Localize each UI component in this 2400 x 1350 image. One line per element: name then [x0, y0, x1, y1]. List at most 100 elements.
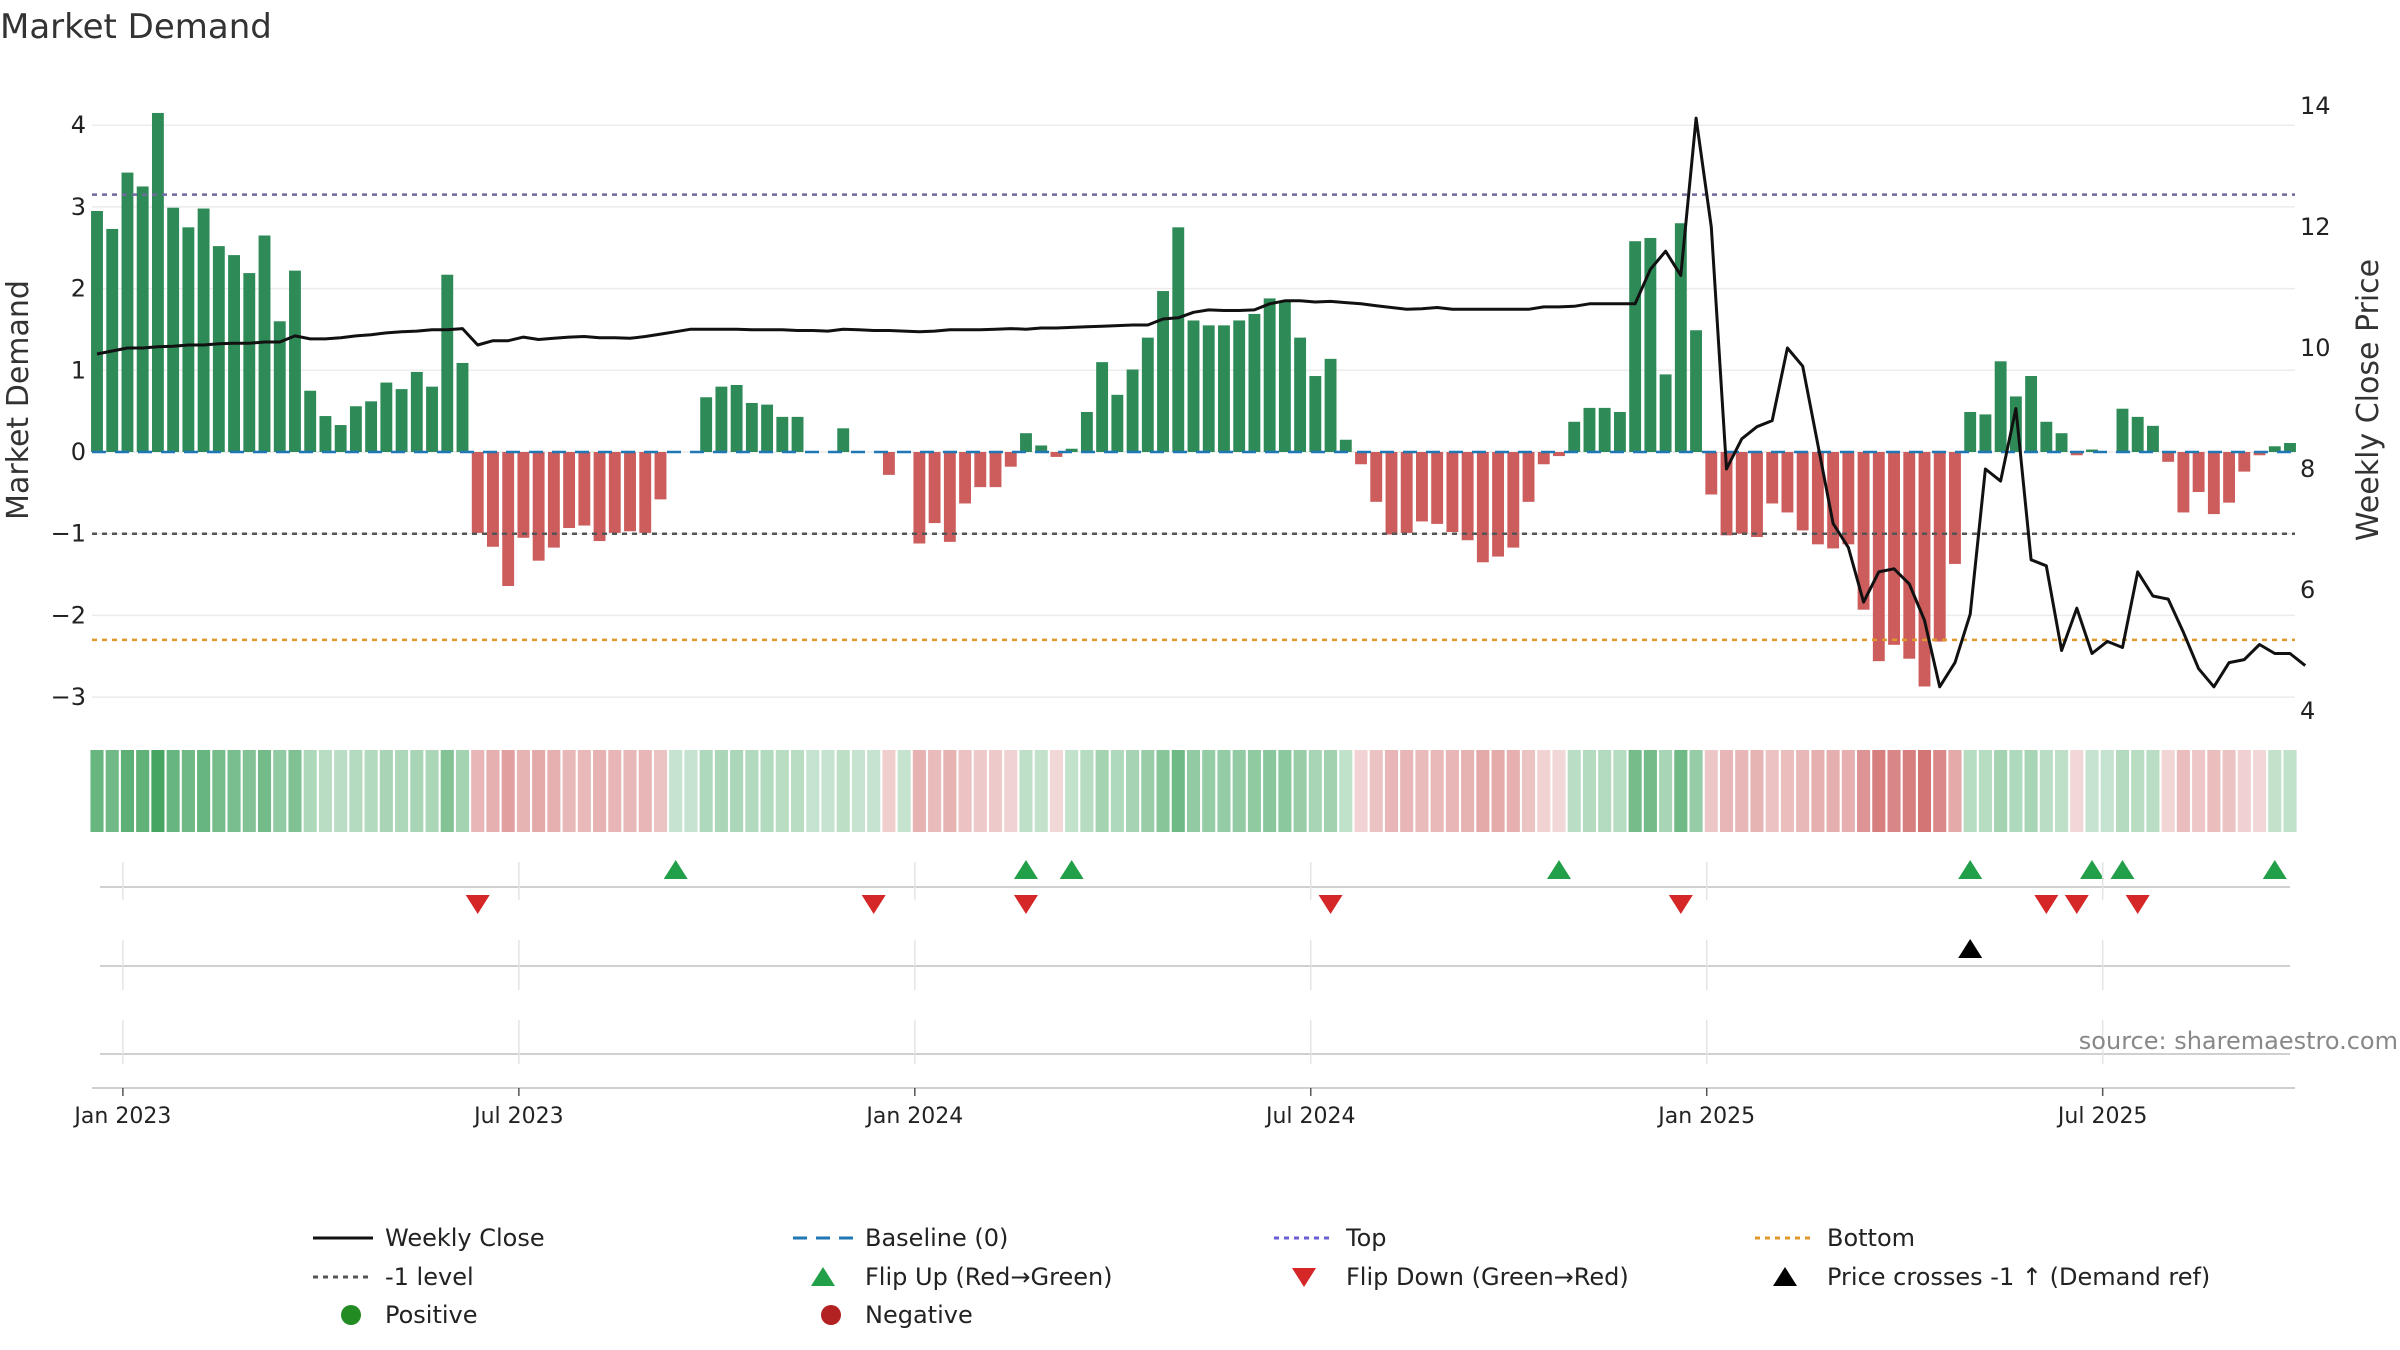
left-axis-label: Market Demand — [1, 280, 36, 520]
heat-cell — [1476, 750, 1490, 832]
demand-bar — [1187, 320, 1200, 452]
heat-cell — [349, 750, 363, 832]
heat-cell — [2039, 750, 2053, 832]
demand-bar — [1872, 452, 1885, 662]
heat-cell — [1004, 750, 1018, 832]
right-tick-label: 14 — [2300, 92, 2331, 120]
demand-bar — [334, 425, 347, 452]
demand-bar — [776, 416, 789, 452]
heat-cell — [745, 750, 759, 832]
heat-cell — [790, 750, 805, 832]
heat-cell — [562, 750, 576, 832]
demand-bar — [1705, 452, 1718, 495]
flip-down-marker — [2034, 895, 2059, 914]
heat-cell — [1430, 750, 1444, 832]
demand-bar — [517, 452, 530, 538]
demand-bar — [1202, 325, 1215, 452]
demand-bar — [1294, 337, 1307, 452]
demand-bar — [532, 452, 545, 561]
demand-bar — [1218, 325, 1230, 452]
x-tick-label: Jul 2025 — [2056, 1104, 2148, 1129]
demand-bar — [1141, 337, 1154, 452]
demand-bar — [761, 404, 774, 452]
heat-cell — [2176, 750, 2190, 832]
heat-cell — [806, 750, 820, 832]
heat-cell — [2283, 750, 2297, 832]
heat-cell — [2055, 750, 2069, 832]
legend-label: Baseline (0) — [865, 1224, 1008, 1252]
demand-bar — [106, 228, 119, 452]
heat-cell — [1263, 750, 1277, 832]
heat-cell — [714, 750, 728, 832]
demand-bar — [273, 321, 286, 452]
heat-cell — [1628, 750, 1642, 832]
heat-cell — [1324, 750, 1338, 832]
demand-bar — [1857, 452, 1870, 610]
heat-cell — [379, 750, 393, 832]
left-tick-label: 4 — [71, 111, 86, 139]
chart-title: Market Demand — [0, 7, 272, 47]
x-tick-label: Jul 2023 — [472, 1104, 564, 1129]
heat-cell — [1019, 750, 1033, 832]
demand-bar — [1644, 237, 1657, 452]
demand-bar — [2116, 408, 2129, 452]
heat-cell — [988, 750, 1003, 832]
heat-cell — [973, 750, 987, 832]
heat-cell — [2131, 750, 2145, 832]
demand-bar — [1522, 452, 1535, 502]
demand-bar — [1065, 448, 1078, 452]
demand-bar — [1339, 439, 1352, 452]
x-axis: Jan 2023 Jul 2023 Jan 2024 Jul 2024 Jan 2025… — [72, 862, 2295, 1129]
demand-bar — [2268, 446, 2281, 452]
legend-label: Flip Up (Red→Green) — [865, 1263, 1113, 1291]
demand-bar — [1583, 407, 1596, 452]
demand-bar — [547, 452, 560, 548]
demand-bar — [624, 452, 636, 532]
x-tick-label: Jul 2024 — [1264, 1104, 1356, 1129]
heat-cell — [273, 750, 287, 832]
heat-cell — [166, 750, 180, 832]
heat-cell — [2100, 750, 2114, 832]
heat-cell — [684, 750, 698, 832]
demand-bar — [1994, 361, 2007, 452]
heat-cell — [1796, 750, 1810, 832]
heat-cell — [1750, 750, 1764, 832]
demand-bar — [380, 382, 393, 452]
demand-bar — [1979, 414, 1992, 452]
heat-cell — [1994, 750, 2008, 832]
demand-bar — [1507, 452, 1520, 548]
heat-cell — [1202, 750, 1216, 832]
demand-bar — [426, 386, 438, 452]
demand-bar — [1309, 376, 1322, 452]
right-tick-label: 4 — [2300, 697, 2315, 725]
heat-cell — [227, 750, 241, 832]
demand-bar — [441, 274, 454, 452]
heat-cell — [440, 750, 454, 832]
left-tick-label: −3 — [51, 683, 86, 711]
flip-up-marker — [1013, 860, 1038, 879]
heat-cell — [288, 750, 302, 832]
flip-down-marker — [1318, 895, 1343, 914]
demand-bar — [136, 186, 149, 452]
heat-cell — [318, 750, 332, 832]
heat-cell — [1354, 750, 1368, 832]
legend-item: Top — [1274, 1224, 1387, 1252]
demand-bar — [1690, 330, 1703, 452]
heat-cell — [1384, 750, 1399, 832]
heat-cell — [653, 750, 668, 832]
demand-bar — [182, 227, 195, 452]
heat-cell — [1293, 750, 1307, 832]
heat-cell — [1461, 750, 1475, 832]
demand-bar — [1111, 394, 1124, 452]
heat-cell — [912, 750, 926, 832]
heat-cell — [1156, 750, 1170, 832]
demand-bar — [2009, 396, 2022, 452]
heat-cell — [471, 750, 485, 832]
demand-bar — [1126, 369, 1139, 452]
heat-cell — [1704, 750, 1718, 832]
demand-bar — [319, 416, 332, 452]
demand-bar — [745, 402, 758, 452]
demand-bar — [913, 452, 926, 544]
demand-bar — [1172, 227, 1185, 452]
